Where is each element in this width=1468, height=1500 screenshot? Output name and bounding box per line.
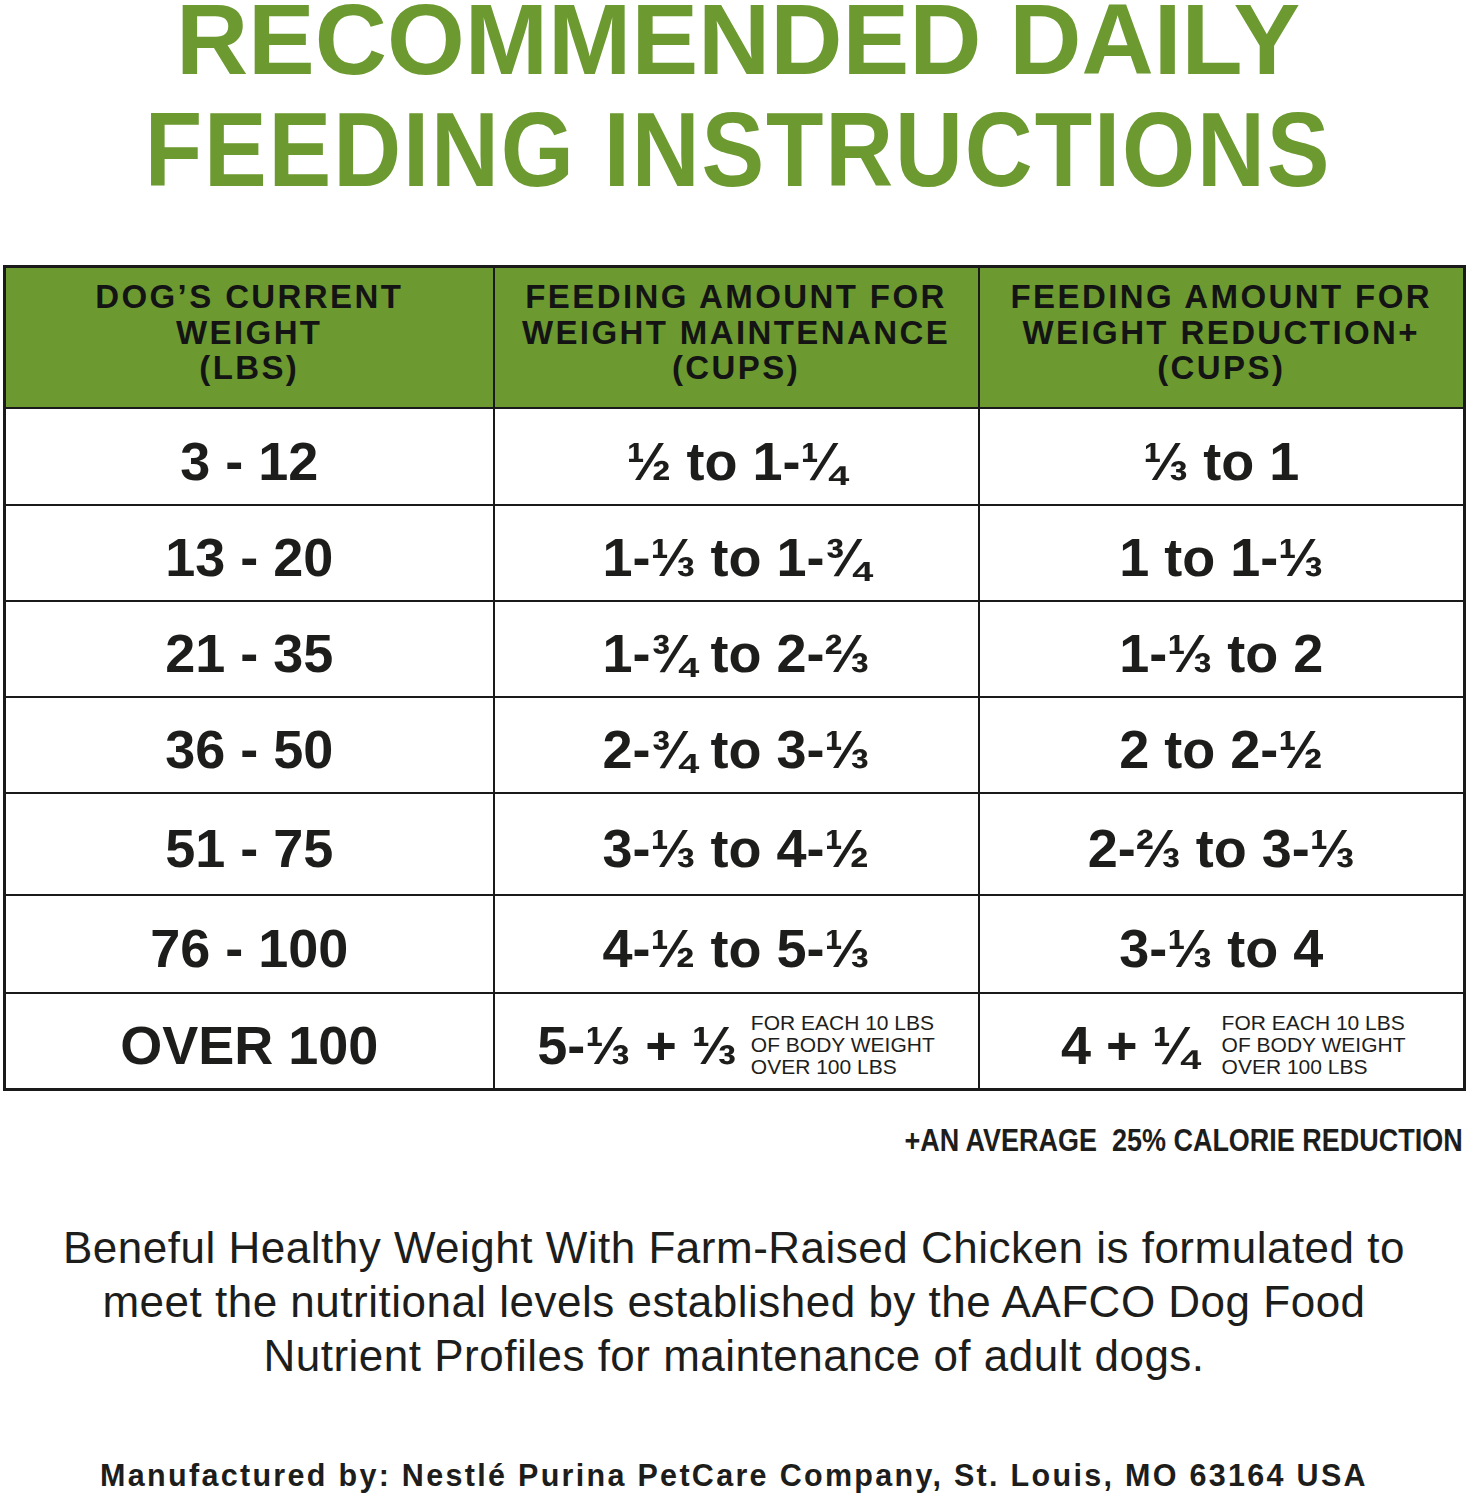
reduction-note: FOR EACH 10 LBS OF BODY WEIGHT OVER 100 …	[1222, 1012, 1406, 1078]
header-maintenance: FEEDING AMOUNT FOR WEIGHT MAINTENANCE (C…	[494, 267, 979, 408]
header-row: DOG’S CURRENT WEIGHT (LBS) FEEDING AMOUN…	[5, 267, 1465, 408]
maintenance-cell: ½ to 1-¼	[494, 408, 979, 505]
maintenance-cell: 3-⅓ to 4-½	[494, 793, 979, 895]
manufacturer-line: Manufactured by: Nestlé Purina PetCare C…	[0, 1458, 1468, 1493]
header-reduction: FEEDING AMOUNT FOR WEIGHT REDUCTION+ (CU…	[979, 267, 1465, 408]
weight-cell: 21 - 35	[5, 601, 494, 697]
weight-cell: OVER 100	[5, 993, 494, 1090]
table-row: 36 - 50 2-¾ to 3-⅓ 2 to 2-½	[5, 697, 1465, 793]
page-title-line-1: RECOMMENDED DAILY	[4, 0, 1468, 97]
table-row: 51 - 75 3-⅓ to 4-½ 2-⅔ to 3-⅓	[5, 793, 1465, 895]
weight-cell: 76 - 100	[5, 895, 494, 993]
reduction-cell: 1 to 1-⅓	[979, 505, 1465, 601]
table-row: 76 - 100 4-½ to 5-⅓ 3-⅓ to 4	[5, 895, 1465, 993]
maintenance-amount: 5-⅓ + ⅓	[537, 1014, 737, 1076]
feeding-table: DOG’S CURRENT WEIGHT (LBS) FEEDING AMOUN…	[3, 265, 1466, 1091]
reduction-cell: 2 to 2-½	[979, 697, 1465, 793]
reduction-cell: 1-⅓ to 2	[979, 601, 1465, 697]
maintenance-cell: 4-½ to 5-⅓	[494, 895, 979, 993]
table-row: OVER 100 5-⅓ + ⅓ FOR EACH 10 LBS OF BODY…	[5, 993, 1465, 1090]
table-row: 21 - 35 1-¾ to 2-⅔ 1-⅓ to 2	[5, 601, 1465, 697]
maintenance-cell: 2-¾ to 3-⅓	[494, 697, 979, 793]
maintenance-cell: 1-⅓ to 1-¾	[494, 505, 979, 601]
table-row: 13 - 20 1-⅓ to 1-¾ 1 to 1-⅓	[5, 505, 1465, 601]
weight-cell: 3 - 12	[5, 408, 494, 505]
header-dog-weight: DOG’S CURRENT WEIGHT (LBS)	[5, 267, 494, 408]
reduction-amount: 4 + ¼	[1061, 1014, 1198, 1076]
reduction-cell: ⅓ to 1	[979, 408, 1465, 505]
maintenance-note: FOR EACH 10 LBS OF BODY WEIGHT OVER 100 …	[751, 1012, 935, 1078]
maintenance-cell: 1-¾ to 2-⅔	[494, 601, 979, 697]
weight-cell: 13 - 20	[5, 505, 494, 601]
weight-cell: 36 - 50	[5, 697, 494, 793]
calorie-reduction-footnote: +AN AVERAGE 25% CALORIE REDUCTION	[905, 1123, 1463, 1159]
table-row: 3 - 12 ½ to 1-¼ ⅓ to 1	[5, 408, 1465, 505]
reduction-cell: 2-⅔ to 3-⅓	[979, 793, 1465, 895]
aafco-statement: Beneful Healthy Weight With Farm-Raised …	[0, 1221, 1468, 1383]
reduction-cell: 3-⅓ to 4	[979, 895, 1465, 993]
maintenance-cell: 5-⅓ + ⅓ FOR EACH 10 LBS OF BODY WEIGHT O…	[494, 993, 979, 1090]
reduction-cell: 4 + ¼ FOR EACH 10 LBS OF BODY WEIGHT OVE…	[979, 993, 1465, 1090]
weight-cell: 51 - 75	[5, 793, 494, 895]
page-title-line-2: FEEDING INSTRUCTIONS	[48, 89, 1428, 211]
